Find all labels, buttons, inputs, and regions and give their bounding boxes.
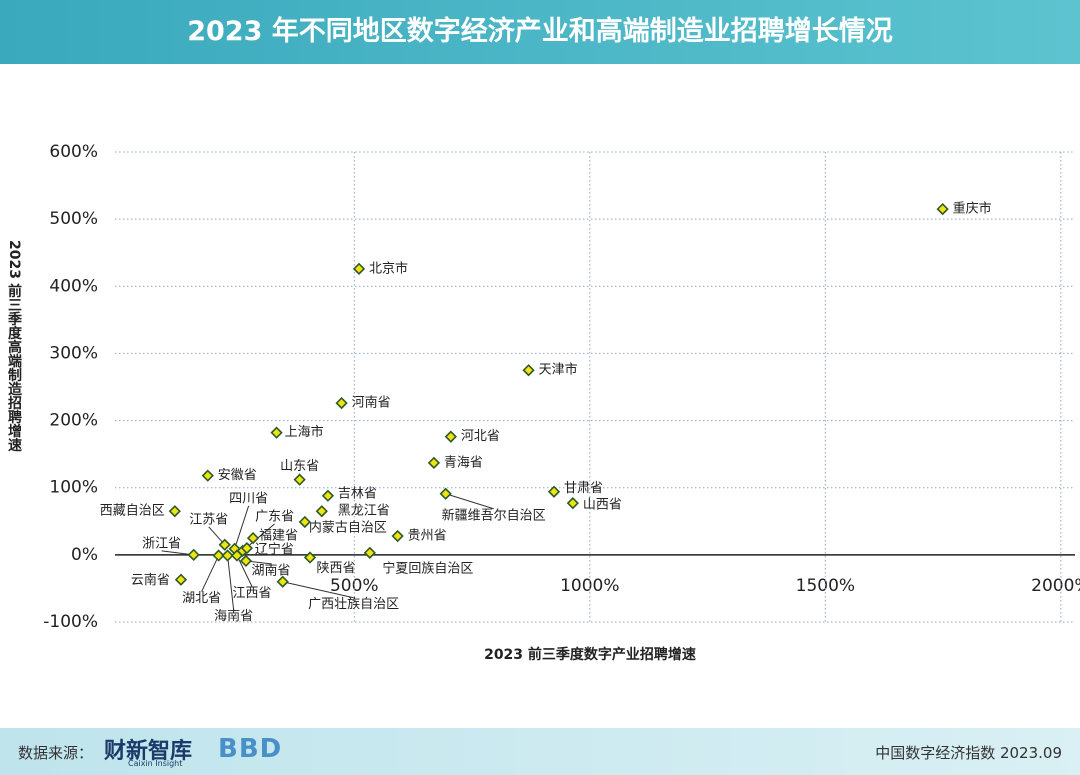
point [566, 497, 579, 510]
point [240, 542, 254, 555]
chart: 2023 前三季度数字产业招聘增速 -100% 0% 100% 200% 300% 400… [43, 142, 1080, 663]
point [335, 396, 348, 410]
point [221, 549, 234, 562]
point-label: 河北省 [461, 429, 500, 444]
point [270, 426, 283, 439]
point [239, 554, 253, 568]
x-tick-label: 2000% [1031, 576, 1080, 596]
point [936, 202, 949, 216]
point [201, 469, 214, 482]
point [321, 489, 335, 502]
point [293, 473, 306, 486]
point-label: 安徽省 [218, 468, 257, 483]
point [427, 456, 441, 470]
point-label: 上海市 [285, 424, 324, 440]
logo2: BBD [218, 734, 283, 764]
y-tick-label: 0% [71, 545, 98, 565]
point [276, 575, 289, 588]
point-label: 湖南省 [251, 562, 290, 578]
point [315, 505, 328, 518]
point [298, 515, 311, 529]
x-tick-label: 500% [330, 576, 379, 596]
point-label: 山东省 [280, 459, 319, 474]
leader-line [201, 555, 220, 592]
logo: 财新智库 [104, 739, 193, 764]
leader-line [282, 581, 354, 599]
point [218, 538, 231, 551]
point-label: 陕西省 [317, 561, 356, 576]
y-axis-title: 2023 前三季度高端制造招聘增速 [6, 240, 22, 452]
point-label: 四川省 [229, 491, 268, 506]
point-label: 黑龙江省 [338, 504, 390, 519]
point-label: 河南省 [352, 395, 391, 411]
y-tick-label: 200% [49, 411, 98, 431]
logo-sub: Caixin Insight [128, 759, 183, 768]
point [391, 529, 404, 543]
point-label: 广西壮族自治区 [308, 596, 399, 612]
point [303, 551, 317, 564]
point-label: 广东省 [255, 509, 294, 524]
y-tick-label: 600% [49, 142, 98, 162]
y-tick-label: 300% [49, 343, 98, 363]
point [547, 485, 561, 498]
point-label: 新疆维吾尔自治区 [442, 507, 546, 523]
x-axis-title: 2023 前三季度数字产业招聘增速 [484, 646, 696, 663]
point-label: 浙江省 [142, 536, 181, 551]
point-label: 宁夏回族自治区 [382, 560, 473, 576]
point-label: 重庆市 [953, 201, 992, 217]
point [522, 364, 535, 377]
point [230, 549, 244, 562]
title-bar: 2023 年不同地区数字经济产业和高端制造业招聘增长情况 [0, 0, 1080, 64]
y-tick-label: 500% [49, 209, 98, 229]
point-label: 天津市 [539, 362, 578, 378]
note: 中国数字经济指数 2023.09 [875, 744, 1062, 762]
footer: 数据来源： 财新智库 Caixin Insight BBD 中国数字经济指数 2… [0, 728, 1080, 775]
x-tick-label: 1500% [796, 576, 855, 596]
source-label: 数据来源： [18, 744, 94, 762]
point-label: 湖北省 [182, 591, 221, 606]
point [168, 505, 181, 518]
point [363, 546, 376, 559]
point-label: 西藏自治区 [100, 504, 165, 519]
leader-line [445, 493, 494, 510]
point [439, 487, 452, 500]
point [187, 548, 200, 561]
point [174, 573, 188, 586]
x-tick-label: 1000% [560, 576, 619, 596]
leader-line [234, 505, 250, 549]
point-label: 海南省 [214, 608, 253, 624]
leader-line [227, 555, 235, 610]
y-tick-label: 400% [49, 276, 98, 296]
y-tick-label: -100% [43, 612, 98, 632]
point-label: 青海省 [444, 455, 483, 470]
point [212, 549, 225, 562]
point-label: 吉林省 [338, 486, 377, 501]
point-label: 贵州省 [408, 529, 447, 544]
point [246, 531, 260, 545]
point [352, 262, 366, 275]
point-label: 江苏省 [189, 511, 228, 527]
point-label: 江西省 [232, 586, 271, 601]
point [444, 430, 457, 443]
point-label: 甘肃省 [564, 481, 603, 496]
y-tick-label: 100% [49, 478, 98, 498]
point-label: 辽宁省 [255, 542, 294, 558]
point-label: 内蒙古自治区 [309, 519, 387, 535]
leader-line [236, 555, 253, 587]
point-label: 山西省 [583, 498, 622, 513]
point-label: 北京市 [369, 260, 408, 276]
point-label: 云南省 [131, 572, 170, 588]
point-label: 福建省 [259, 529, 298, 544]
